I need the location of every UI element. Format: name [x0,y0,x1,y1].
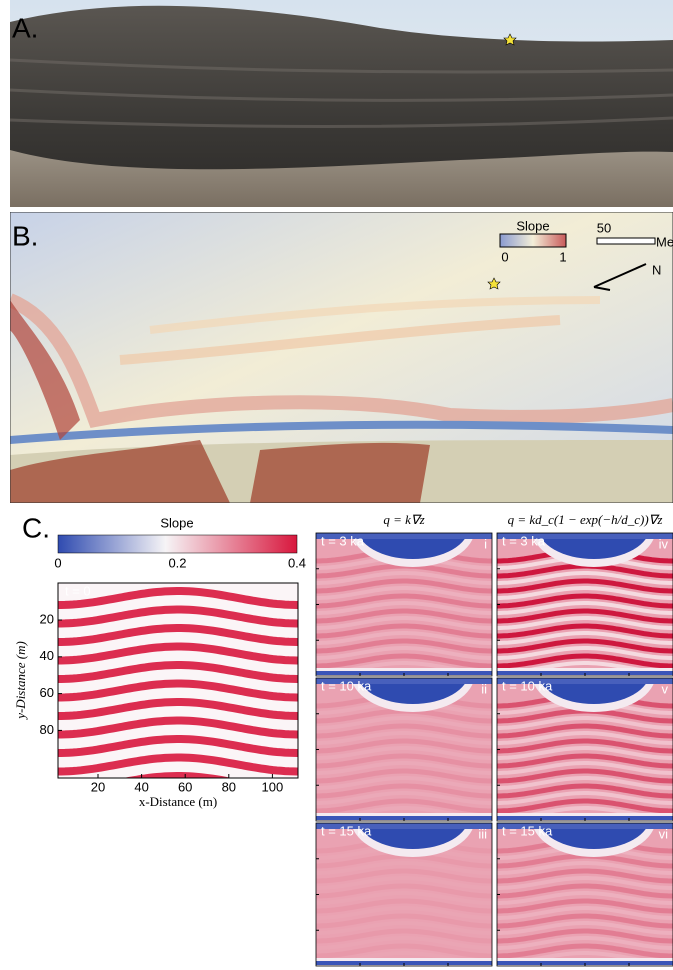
y-tick-label: 80 [40,722,54,737]
legend-max: 1 [559,249,566,264]
legend-min: 0 [501,249,508,264]
time-label: t = 15 ka [502,823,553,838]
panel-id: i [484,536,487,551]
colorbar [500,234,566,247]
panel-id: ii [481,681,487,696]
panel-id: iii [478,826,487,841]
colorbar-tick-label: 0.4 [288,555,306,570]
time-label: t = 10 ka [321,678,372,693]
blue-cap [538,495,650,559]
scale-value: 50 [597,220,611,235]
blue-cap [357,495,469,559]
panel-id: iv [659,536,669,551]
y-tick-label: 40 [40,648,54,663]
scale-unit: Meters [656,234,673,249]
x-tick-label: 80 [222,779,236,794]
main-plot [53,567,303,790]
colorbar-title: Slope [160,515,193,530]
panel-label: A. [12,12,38,43]
y-tick-label: 20 [40,611,54,626]
x-tick-label: 60 [178,779,192,794]
x-tick-label: 40 [134,779,148,794]
column-title: q = k∇z [383,512,424,527]
time-label: t = 3 ka [321,533,365,548]
x-axis-label: x-Distance (m) [139,794,217,809]
legend-title: Slope [516,218,549,233]
column-title: q = kd_c(1 − exp(−h/d_c))∇z [508,512,663,527]
colorbar-tick-label: 0 [54,555,61,570]
panel-id: vi [659,826,669,841]
panel-label: B. [12,220,38,251]
time-label: t = 15 ka [321,823,372,838]
time-label: t = 3 ka [502,533,546,548]
panel-id: v [662,681,669,696]
colorbar [58,535,297,553]
x-tick-label: 100 [262,779,284,794]
y-tick-label: 60 [40,685,54,700]
north-label: N [652,262,661,277]
time-label: t = 10 ka [502,678,553,693]
scale-bar [597,238,655,244]
figure: A. B. Slope 0 1 50 Meters N C. Slope y-D… [0,0,673,970]
y-axis-label: y-Distance (m) [13,641,28,721]
time-label: t = 0 [65,583,91,598]
photo [10,0,673,207]
colorbar-tick-label: 0.2 [168,555,186,570]
panel-label: C. [22,512,50,543]
slope-map [10,212,673,503]
x-tick-label: 20 [91,779,105,794]
